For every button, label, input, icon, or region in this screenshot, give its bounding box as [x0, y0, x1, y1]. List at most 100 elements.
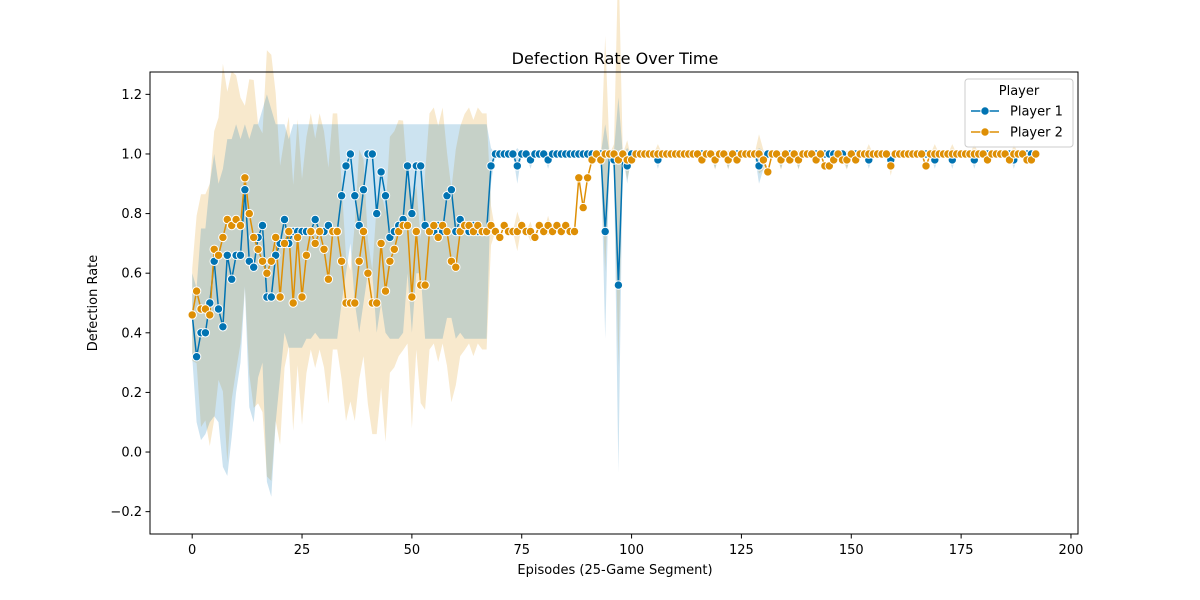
data-point-series-1 [235, 250, 246, 261]
data-point-series-2 [411, 226, 421, 237]
data-point-series-2 [569, 226, 580, 237]
data-point-series-1 [372, 208, 382, 219]
data-point-series-1 [336, 191, 347, 201]
data-point-series-2 [288, 298, 298, 308]
chart-title: Defection Rate Over Time [512, 49, 719, 68]
data-point-series-1 [257, 220, 268, 231]
data-point-series-1 [358, 185, 369, 195]
data-point-series-1 [345, 149, 356, 159]
x-tick-label: 125 [729, 543, 754, 558]
data-point-series-2 [275, 292, 285, 302]
confidence-bands [192, 0, 1036, 497]
data-point-series-2 [758, 155, 769, 165]
data-point-series-2 [886, 161, 896, 171]
series-markers [187, 149, 1041, 362]
data-point-series-1 [402, 161, 413, 171]
data-point-series-1 [446, 185, 457, 195]
data-point-series-2 [420, 280, 430, 290]
data-point-series-1 [240, 185, 250, 195]
data-point-series-2 [284, 226, 294, 237]
data-point-series-2 [301, 250, 312, 261]
y-tick-label: −0.2 [110, 505, 142, 520]
y-tick-label: 0.4 [121, 326, 142, 341]
x-tick-label: 200 [1059, 543, 1084, 558]
data-point-series-2 [249, 232, 259, 243]
data-point-series-2 [191, 286, 202, 296]
legend-label: Player 1 [1010, 105, 1063, 120]
y-tick-label: 0.8 [121, 207, 142, 222]
data-point-series-1 [613, 280, 624, 290]
data-point-series-2 [495, 232, 505, 243]
legend-item-series-1: Player 1 [971, 105, 1063, 120]
confidence-band-series-1 [192, 94, 1036, 497]
data-point-series-2 [916, 149, 927, 159]
x-tick-label: 150 [839, 543, 864, 558]
legend-marker [980, 106, 990, 116]
legend-box [964, 78, 1074, 148]
data-point-series-1 [310, 214, 320, 225]
data-point-series-2 [402, 220, 413, 231]
data-point-series-2 [407, 292, 417, 302]
data-point-series-1 [600, 226, 610, 237]
data-point-series-1 [380, 191, 391, 201]
data-point-series-1 [227, 274, 237, 284]
data-point-series-2 [1031, 149, 1041, 159]
data-point-series-2 [354, 256, 364, 266]
data-point-series-1 [218, 322, 228, 332]
y-tick-label: 1.2 [121, 88, 142, 103]
data-point-series-2 [240, 173, 250, 183]
data-point-series-2 [336, 256, 347, 266]
data-point-series-2 [332, 226, 342, 237]
data-point-series-1 [249, 262, 259, 272]
data-point-series-1 [376, 167, 386, 177]
data-point-series-1 [508, 149, 518, 159]
x-tick-label: 0 [188, 543, 196, 558]
data-point-series-1 [486, 161, 496, 171]
data-point-series-2 [578, 202, 588, 213]
legend-label: Player 2 [1010, 126, 1063, 141]
data-point-series-2 [187, 310, 197, 320]
data-point-series-2 [442, 226, 452, 237]
y-tick-label: 0.0 [121, 446, 142, 461]
data-point-series-2 [218, 232, 228, 243]
data-point-series-1 [191, 352, 202, 362]
data-point-series-2 [253, 244, 263, 255]
confidence-band-series-2 [192, 0, 1036, 481]
data-point-series-2 [244, 208, 255, 219]
plot-frame [149, 71, 1079, 535]
legend-marker [980, 127, 990, 137]
x-tick-label: 50 [404, 543, 421, 558]
data-point-series-2 [279, 238, 290, 249]
data-point-series-1 [407, 208, 417, 219]
data-point-series-2 [358, 226, 369, 237]
x-tick-label: 25 [294, 543, 311, 558]
data-point-series-1 [266, 292, 276, 302]
data-point-series-2 [306, 226, 316, 237]
x-axis-title: Episodes (25-Game Segment) [517, 563, 712, 578]
data-point-series-2 [319, 244, 329, 255]
data-point-series-2 [451, 262, 461, 272]
data-point-series-2 [262, 268, 272, 278]
data-point-series-2 [310, 238, 320, 249]
data-point-series-2 [385, 256, 395, 266]
data-point-series-2 [881, 149, 892, 159]
data-point-series-2 [389, 244, 399, 255]
y-tick-label: 1.0 [121, 147, 142, 162]
data-point-series-2 [314, 226, 325, 237]
data-point-series-2 [429, 220, 439, 231]
data-point-series-2 [205, 310, 215, 320]
data-point-series-2 [297, 292, 307, 302]
data-point-series-2 [266, 256, 276, 266]
data-point-series-2 [380, 286, 391, 296]
y-axis-title: Defection Rate [86, 255, 101, 352]
data-point-series-1 [222, 250, 233, 261]
data-point-series-2 [292, 232, 303, 243]
x-tick-label: 75 [513, 543, 530, 558]
data-point-series-2 [433, 232, 443, 243]
data-point-series-1 [350, 191, 360, 201]
data-point-series-1 [367, 149, 377, 159]
legend-item-series-2: Player 2 [971, 126, 1063, 141]
data-point-series-1 [279, 214, 290, 225]
data-point-series-2 [815, 149, 826, 159]
